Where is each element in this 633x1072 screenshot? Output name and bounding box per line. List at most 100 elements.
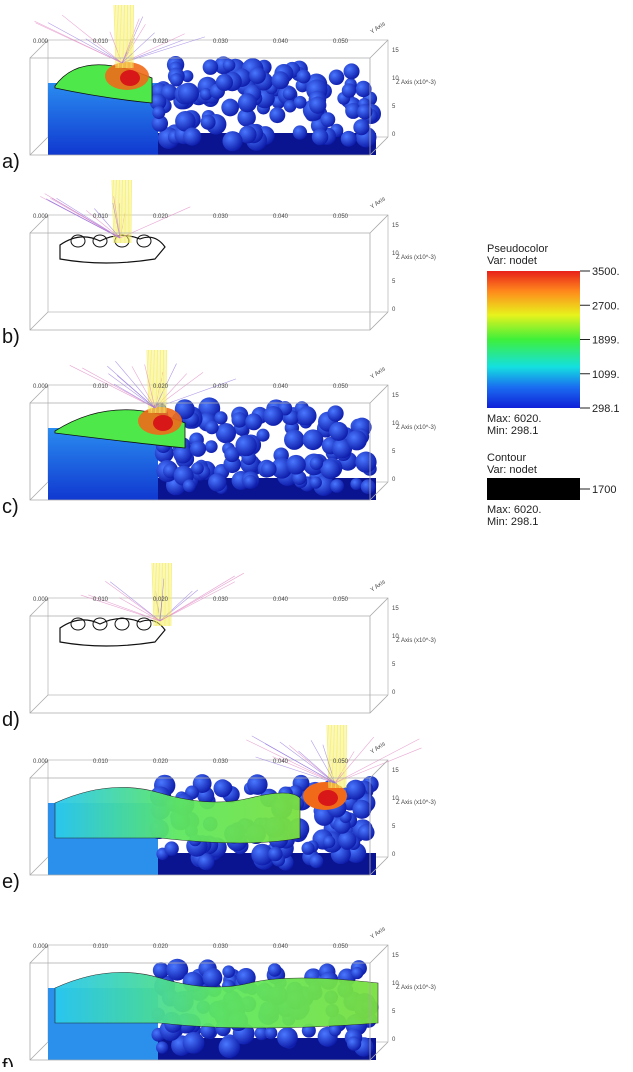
z-tick-label: 0 — [392, 1037, 396, 1043]
x-tick-label: 0.020 — [153, 597, 169, 603]
colorbar-tick-label: 3500. — [592, 266, 620, 278]
x-tick-label: 0.000 — [33, 214, 49, 220]
reflected-ray — [160, 591, 192, 621]
powder-particle — [297, 69, 311, 83]
contour-min: Min: 298.1 — [487, 516, 538, 528]
z-axis-title: Z Axis (x10^-3) — [396, 800, 436, 806]
powder-particle — [164, 841, 178, 855]
panel-label: b) — [2, 326, 20, 348]
box-front — [30, 598, 388, 713]
z-tick-label: 5 — [392, 449, 396, 455]
z-tick-label: 15 — [392, 48, 399, 54]
powder-particle — [361, 479, 376, 494]
powder-particle — [223, 59, 236, 72]
powder-particle — [286, 455, 306, 475]
powder-particle — [214, 411, 227, 424]
powder-particle — [232, 412, 248, 428]
powder-particle — [293, 125, 307, 139]
x-tick-label: 0.010 — [93, 759, 109, 765]
contour-title: Contour — [487, 452, 526, 464]
ray — [122, 5, 123, 68]
powder-particle — [355, 452, 376, 473]
powder-particle — [216, 423, 236, 443]
z-tick-label: 0 — [392, 690, 396, 696]
y-axis-title: Y Axis — [370, 196, 387, 210]
box-front — [30, 215, 388, 330]
powder-particle — [355, 81, 371, 97]
y-axis-title: Y Axis — [370, 366, 387, 380]
x-tick-label: 0.020 — [153, 214, 169, 220]
z-axis-title: Z Axis (x10^-3) — [396, 255, 436, 261]
ray — [336, 725, 337, 788]
powder-particle — [271, 71, 289, 89]
powder-particle — [208, 473, 226, 491]
colorbar-tick-label: 1899. — [592, 335, 620, 347]
x-tick-label: 0.050 — [333, 759, 349, 765]
powder-particle — [192, 462, 204, 474]
legend-var: Var: nodet — [487, 255, 537, 267]
z-tick-label: 0 — [392, 307, 396, 313]
legend: Pseudocolor Var: nodet Max: 6020. Min: 2… — [487, 243, 620, 528]
z-tick-label: 5 — [392, 104, 396, 110]
y-axis-title: Y Axis — [370, 579, 387, 593]
powder-particle — [342, 83, 356, 97]
powder-particle — [244, 475, 258, 489]
reflected-ray — [105, 581, 160, 621]
powder-particle — [297, 406, 316, 425]
reflected-ray — [280, 742, 335, 783]
x-tick-label: 0.040 — [273, 597, 289, 603]
z-axis-title: Z Axis (x10^-3) — [396, 425, 436, 431]
powder-particle — [183, 128, 201, 146]
powder-particle — [222, 965, 235, 978]
colorbar-tick-label: 1099. — [592, 369, 620, 381]
powder-particle — [347, 430, 367, 450]
ray — [346, 725, 347, 788]
x-tick-label: 0.030 — [213, 384, 229, 390]
powder-particle — [323, 836, 335, 848]
x-tick-label: 0.030 — [213, 597, 229, 603]
x-tick-label: 0.010 — [93, 597, 109, 603]
x-tick-label: 0.000 — [33, 944, 49, 950]
powder-particle — [284, 430, 304, 450]
x-tick-label: 0.000 — [33, 597, 49, 603]
z-tick-label: 0 — [392, 132, 396, 138]
hot-core — [153, 415, 173, 431]
powder-particle — [358, 824, 375, 841]
x-tick-label: 0.030 — [213, 39, 229, 45]
legend-min: Min: 298.1 — [487, 425, 538, 437]
powder-particle — [329, 70, 344, 85]
z-tick-label: 15 — [392, 768, 399, 774]
x-tick-label: 0.010 — [93, 944, 109, 950]
ray — [133, 5, 134, 68]
powder-particle — [330, 479, 344, 493]
contour-particle — [137, 618, 151, 630]
z-tick-label: 15 — [392, 223, 399, 229]
contour-max: Max: 6020. — [487, 504, 541, 516]
ray — [161, 563, 162, 626]
x-tick-label: 0.020 — [153, 39, 169, 45]
powder-particle — [294, 96, 307, 109]
powder-particle — [283, 87, 296, 100]
z-tick-label: 5 — [392, 662, 396, 668]
ray — [171, 563, 172, 626]
panel-label: c) — [2, 496, 19, 518]
powder-particle — [320, 459, 340, 479]
panel-label: a) — [2, 151, 20, 173]
x-tick-label: 0.040 — [273, 214, 289, 220]
powder-particle — [203, 59, 219, 75]
colorbar-tick-label: 298.1 — [592, 403, 620, 415]
reflected-ray — [70, 365, 155, 408]
z-axis-title: Z Axis (x10^-3) — [396, 985, 436, 991]
ray — [158, 350, 159, 413]
y-axis-title: Y Axis — [370, 21, 387, 35]
legend-max: Max: 6020. — [487, 413, 541, 425]
reflected-ray — [48, 23, 122, 63]
powder-particle — [351, 967, 363, 979]
powder-particle — [310, 476, 322, 488]
x-tick-label: 0.040 — [273, 39, 289, 45]
powder-particle — [329, 422, 348, 441]
powder-particle — [203, 968, 223, 988]
